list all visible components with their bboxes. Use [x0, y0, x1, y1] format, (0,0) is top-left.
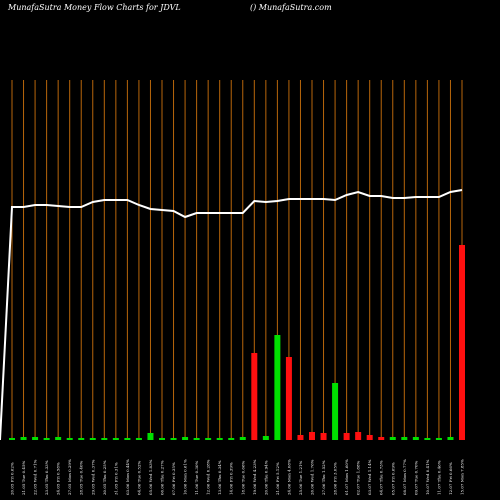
- x-tick-label: 12.06 Wed 0.28%: [206, 459, 211, 495]
- bar: [32, 437, 39, 440]
- bar: [239, 437, 246, 440]
- x-tick-label: 22.05 Wed 0.71%: [33, 459, 38, 495]
- bar: [355, 432, 362, 440]
- x-tick-label: 26.06 Wed 1.76%: [310, 459, 315, 495]
- x-tick-label: 06.06 Thu 0.27%: [160, 460, 165, 495]
- bar: [343, 433, 350, 440]
- bar: [424, 438, 431, 440]
- bar: [401, 437, 408, 440]
- bar: [285, 357, 292, 440]
- bar: [9, 438, 15, 440]
- bar: [366, 435, 373, 440]
- x-tick-label: 28.06 Fri 3.05%: [333, 462, 338, 495]
- x-tick-label: 05.07 Fri 0.69%: [390, 462, 395, 495]
- x-tick-label: 11.06 Tue 0.30%: [194, 460, 199, 495]
- bar: [205, 438, 212, 440]
- bar: [147, 433, 154, 440]
- x-tick-label: 31.05 Fri 0.31%: [113, 462, 118, 495]
- x-tick-label: 20.06 Thu 0.94%: [263, 460, 268, 495]
- bar: [320, 433, 327, 440]
- x-tick-label: 30.05 Thu 0.25%: [102, 460, 107, 495]
- x-tick-label: 21.05 Tue 0.45%: [21, 460, 26, 495]
- bar: [78, 438, 85, 440]
- x-tick-label: 24.05 Fri 0.58%: [56, 462, 61, 495]
- x-tick-label: 14.06 Fri 0.39%: [229, 462, 234, 495]
- bar: [435, 438, 442, 440]
- x-tick-label: 27.06 Thu 1.52%: [321, 460, 326, 495]
- bar: [43, 438, 50, 440]
- bar: [101, 438, 108, 440]
- bar: [55, 437, 62, 440]
- bar: [378, 437, 385, 440]
- bar: [228, 438, 235, 440]
- x-tick-label: 15.07 Mon 7.85%: [460, 459, 465, 495]
- chart-title: MunafaSutra Money Flow Charts for JDVL: [7, 3, 181, 12]
- x-tick-label: 27.05 Mon 0.29%: [67, 459, 72, 495]
- bar: [170, 438, 177, 440]
- bar: [182, 437, 189, 440]
- bar: [332, 383, 339, 440]
- bar: [135, 438, 142, 440]
- bar: [20, 437, 27, 440]
- x-tick-label: 04.06 Tue 0.52%: [136, 460, 141, 495]
- x-tick-label: 19.06 Wed 4.23%: [252, 459, 257, 495]
- x-tick-label: 10.06 Mon 0.61%: [183, 459, 188, 495]
- chart-subtitle: () MunafaSutra.com: [250, 3, 332, 12]
- x-tick-label: 29.05 Wed 0.37%: [90, 459, 95, 495]
- x-tick-label: 08.07 Mon 0.77%: [402, 459, 407, 495]
- x-tick-label: 10.07 Wed 0.41%: [425, 459, 430, 495]
- x-tick-label: 02.07 Tue 1.88%: [356, 460, 361, 495]
- x-tick-label: 25.06 Tue 1.21%: [298, 460, 303, 495]
- x-tick-label: 11.07 Thu 0.46%: [436, 460, 441, 495]
- bar: [216, 438, 223, 440]
- x-tick-label: 01.07 Mon 1.60%: [344, 459, 349, 495]
- x-tick-label: 13.06 Thu 0.34%: [217, 460, 222, 495]
- bar: [412, 437, 419, 440]
- bar: [66, 438, 73, 440]
- x-tick-label: 20.05 Fri 0.62%: [10, 462, 15, 495]
- x-tick-label: 12.07 Fri 0.66%: [448, 462, 453, 495]
- bar: [193, 438, 200, 440]
- money-flow-line: [0, 189, 463, 441]
- x-tick-label: 21.06 Fri 5.12%: [275, 462, 280, 495]
- bar: [112, 438, 119, 440]
- x-tick-label: 05.06 Wed 1.83%: [148, 459, 153, 495]
- x-tick-label: 24.06 Mon 4.08%: [286, 459, 291, 495]
- bar: [309, 432, 315, 440]
- x-tick-label: 09.07 Tue 0.70%: [413, 460, 418, 495]
- x-tick-label: 07.06 Fri 0.35%: [171, 462, 176, 495]
- bar: [297, 435, 304, 440]
- bar: [459, 245, 465, 440]
- x-tick-label: 04.07 Thu 0.73%: [379, 460, 384, 495]
- bar: [89, 438, 96, 440]
- bar: [447, 437, 454, 440]
- bar: [124, 438, 131, 440]
- x-tick-label: 18.06 Tue 0.66%: [240, 460, 245, 495]
- x-tick-label: 28.05 Tue 0.40%: [79, 460, 84, 495]
- x-tick-label: 03.07 Wed 1.14%: [367, 459, 372, 495]
- bar: [274, 335, 281, 440]
- bar: [159, 438, 165, 440]
- x-tick-label: 23.05 Thu 0.33%: [44, 460, 49, 495]
- bar: [262, 436, 269, 440]
- bar: [251, 353, 258, 440]
- bar: [389, 437, 396, 440]
- x-tick-label: 03.06 Mon 0.44%: [125, 459, 130, 495]
